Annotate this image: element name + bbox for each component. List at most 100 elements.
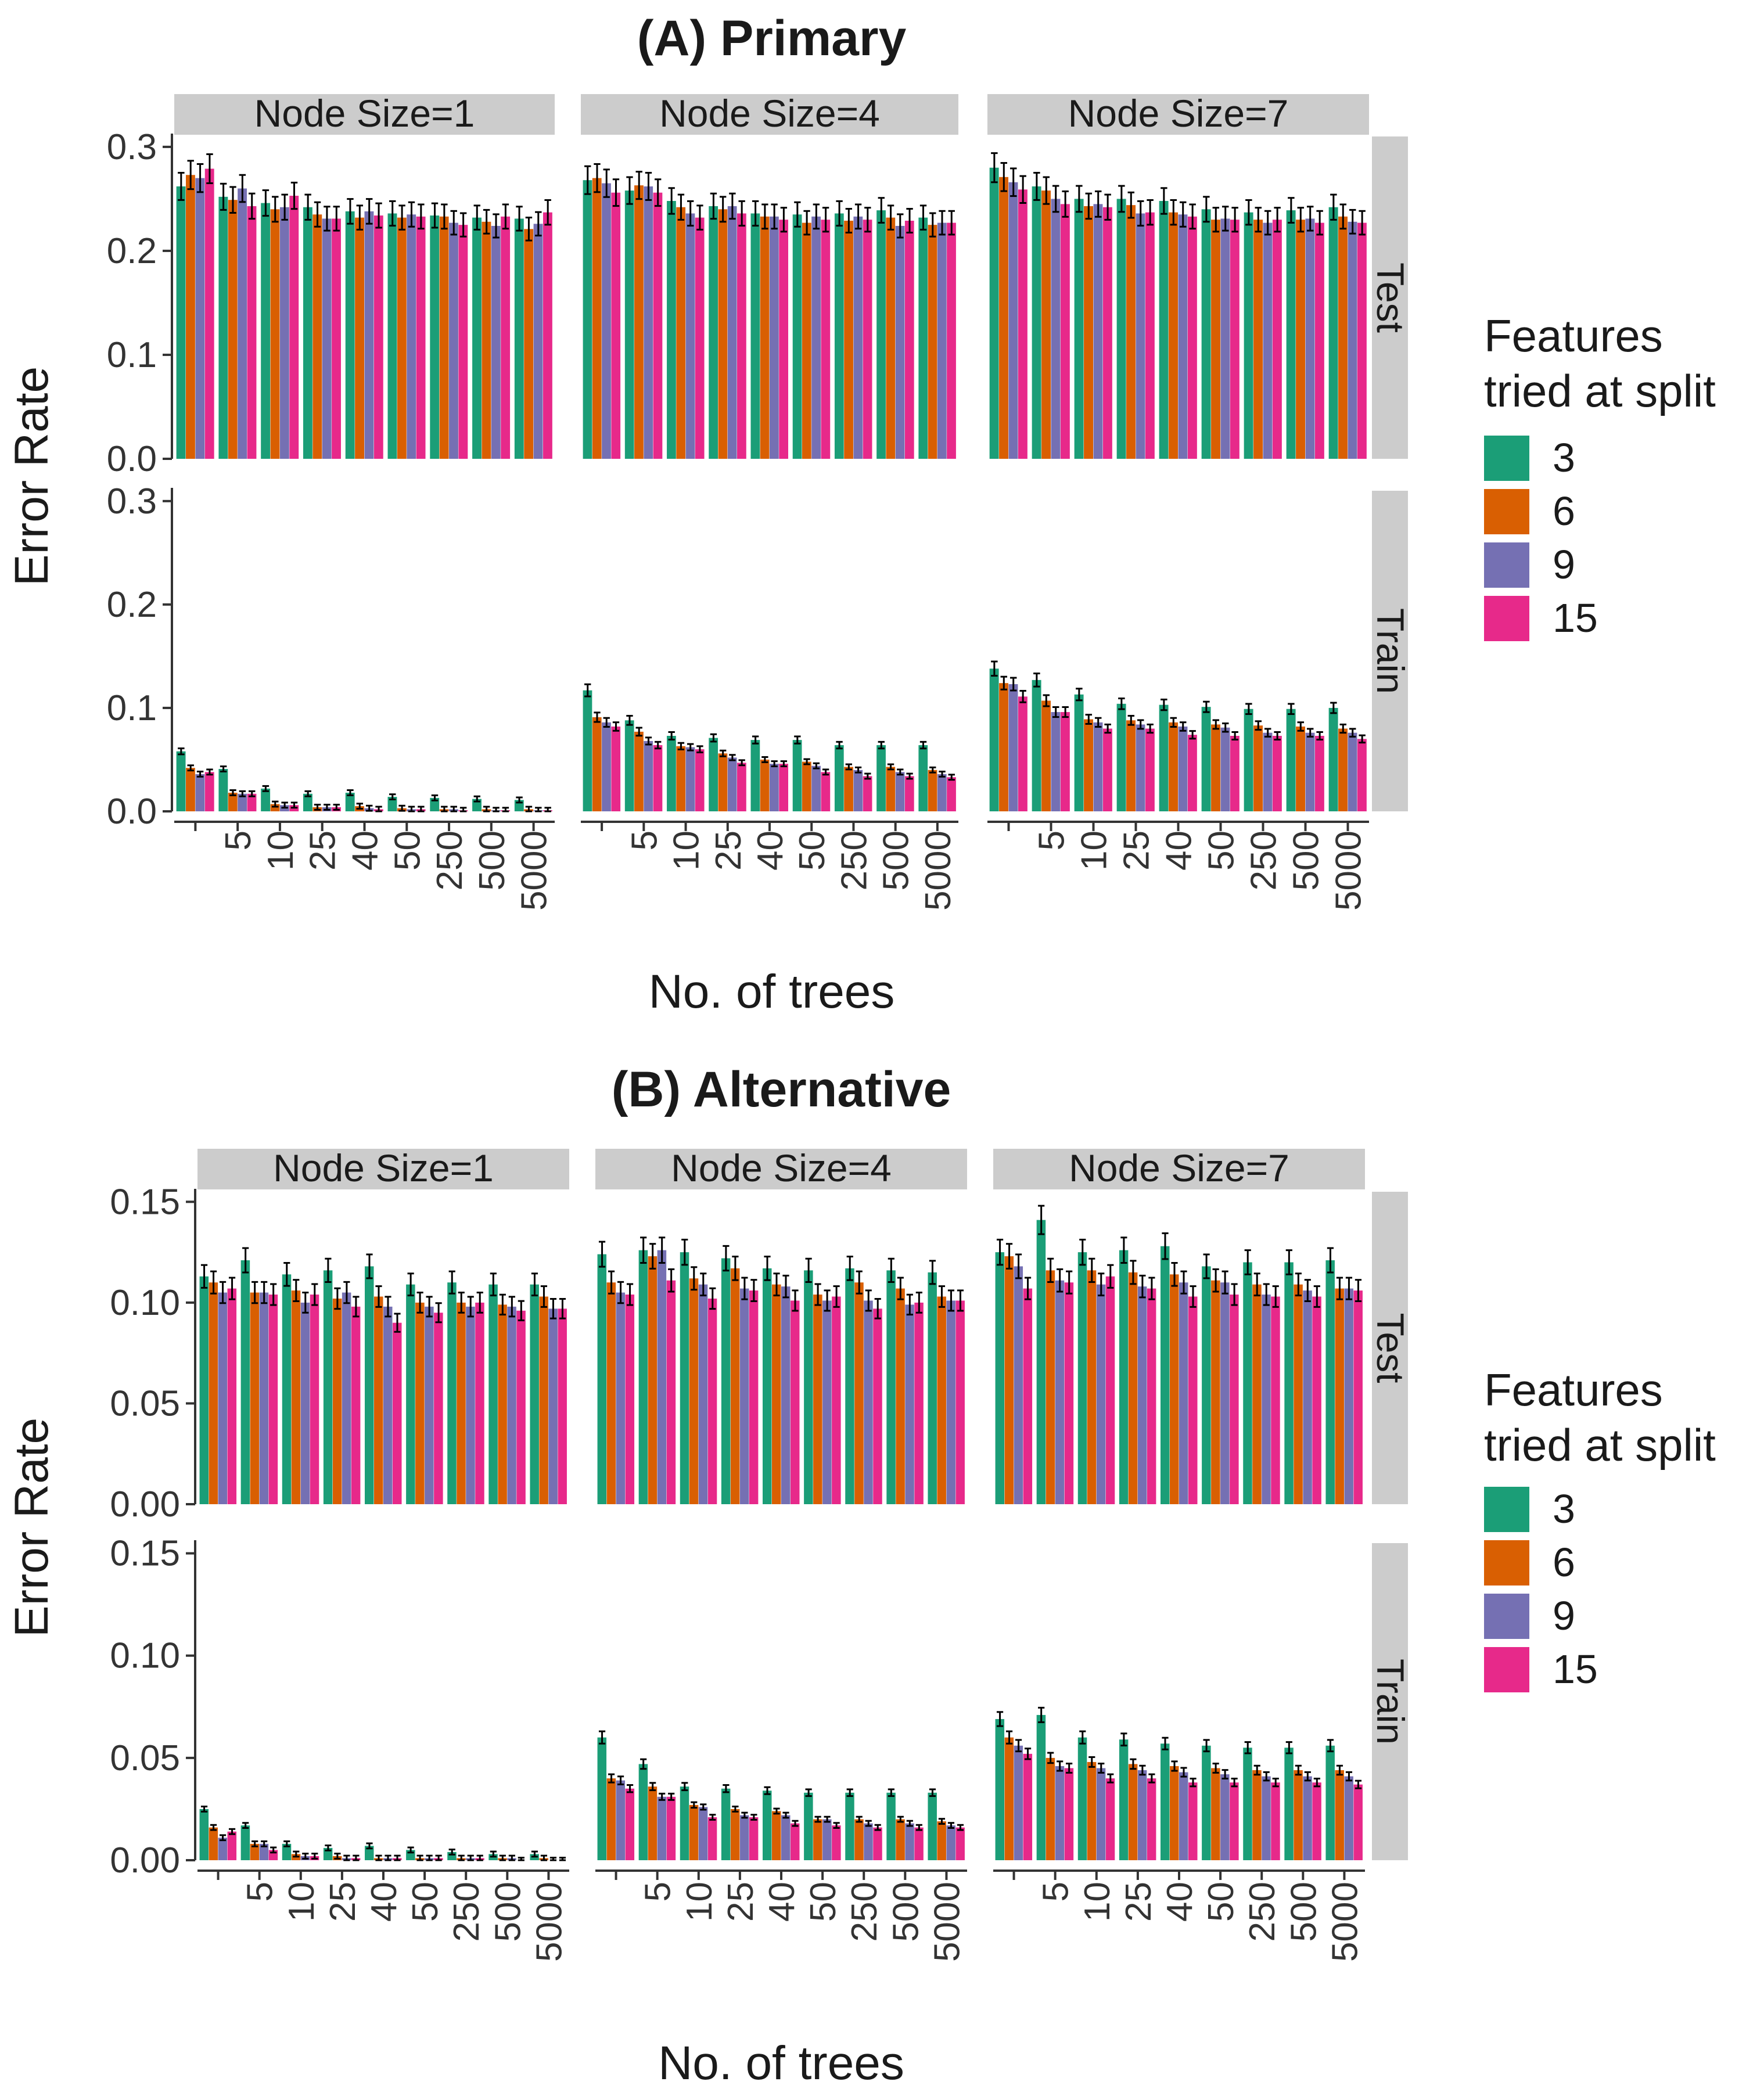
- bar: [821, 220, 831, 459]
- x-tick-label: 25: [721, 1882, 761, 1922]
- bar: [1357, 222, 1367, 459]
- bar: [1335, 1770, 1344, 1860]
- bar: [832, 1825, 841, 1860]
- bar: [300, 1302, 310, 1504]
- x-tick-label: 10: [1077, 1882, 1118, 1922]
- bar: [1137, 1286, 1147, 1504]
- bar: [844, 767, 853, 811]
- y-axis-title: Error Rate: [5, 1418, 58, 1637]
- bar: [186, 768, 195, 811]
- bar: [261, 203, 271, 459]
- bar: [558, 1308, 567, 1504]
- bar: [524, 229, 534, 459]
- legend-label: 9: [1553, 542, 1575, 587]
- bar: [247, 206, 257, 459]
- bar: [303, 207, 312, 459]
- bar: [1335, 1288, 1344, 1504]
- bar: [914, 1827, 924, 1860]
- bar: [415, 1302, 425, 1504]
- bar: [1325, 1260, 1335, 1504]
- bar: [592, 178, 602, 459]
- bar: [303, 793, 312, 811]
- bar: [1093, 204, 1103, 459]
- bar: [804, 1792, 813, 1860]
- bar: [770, 216, 779, 459]
- bar: [1119, 1250, 1129, 1504]
- facet-strip: [987, 94, 1369, 135]
- bar: [1004, 1256, 1014, 1504]
- bar: [1036, 1220, 1046, 1504]
- legend-title: Features: [1484, 310, 1663, 361]
- y-tick-label: 0.3: [107, 127, 157, 167]
- legend-label: 6: [1553, 488, 1575, 534]
- bar: [886, 1792, 896, 1860]
- bar: [1220, 1282, 1230, 1504]
- bar: [947, 777, 956, 811]
- x-tick-label: 250: [430, 831, 470, 890]
- bar: [955, 1300, 965, 1504]
- bar: [1096, 1768, 1106, 1860]
- bar: [876, 745, 886, 811]
- legend-label: 15: [1553, 595, 1598, 641]
- bar: [770, 764, 779, 811]
- bar: [644, 740, 653, 811]
- bar: [822, 1819, 832, 1860]
- bar: [625, 1295, 635, 1504]
- bar: [1084, 206, 1093, 459]
- bar: [323, 1270, 333, 1504]
- bar: [854, 1282, 864, 1504]
- legend-swatch: [1484, 596, 1529, 641]
- facet-strip-label: Node Size=4: [659, 92, 880, 135]
- bar: [1116, 199, 1126, 459]
- bar: [270, 209, 280, 459]
- bar: [447, 1282, 457, 1504]
- bar: [1202, 1266, 1211, 1504]
- bar: [918, 217, 928, 459]
- bar: [999, 177, 1008, 459]
- bar: [896, 1819, 905, 1860]
- bar: [730, 1809, 740, 1860]
- legend-label: 6: [1553, 1540, 1575, 1585]
- y-tick-label: 0.15: [110, 1182, 180, 1222]
- x-tick-label: 500: [886, 1882, 926, 1942]
- x-tick-label: 5: [218, 831, 258, 850]
- bar: [937, 222, 947, 459]
- bar: [199, 1809, 209, 1860]
- bar: [695, 217, 705, 459]
- bar: [1032, 186, 1041, 459]
- bar: [332, 1298, 342, 1504]
- bar: [1008, 182, 1018, 459]
- facet-strip: [581, 94, 958, 135]
- bar: [1008, 684, 1018, 811]
- bar: [727, 757, 737, 811]
- row-strip: [1372, 1543, 1408, 1860]
- bar: [730, 1268, 740, 1504]
- bar: [1325, 1745, 1335, 1860]
- bar: [1220, 218, 1230, 459]
- bar: [1303, 1290, 1312, 1504]
- bar: [458, 225, 468, 459]
- bar: [914, 1302, 924, 1504]
- bar: [1262, 1776, 1271, 1860]
- bar: [1263, 732, 1273, 811]
- bar: [995, 1252, 1005, 1504]
- bar: [259, 1843, 269, 1860]
- bar: [1055, 1766, 1065, 1860]
- bar: [449, 222, 458, 459]
- x-tick-label: 50: [803, 1882, 843, 1922]
- bar: [291, 1290, 301, 1504]
- bar: [1041, 700, 1051, 811]
- bar: [397, 217, 407, 459]
- bar: [772, 1811, 781, 1860]
- bar: [1271, 1296, 1280, 1504]
- bar: [289, 196, 299, 459]
- bar: [698, 1807, 708, 1860]
- bar: [611, 726, 621, 811]
- bar: [749, 1817, 759, 1860]
- bar: [886, 217, 896, 459]
- bar: [1128, 1764, 1138, 1860]
- x-tick-label: 10: [282, 1882, 322, 1922]
- bar: [1296, 220, 1305, 459]
- bar: [1252, 1284, 1262, 1504]
- bar: [1314, 736, 1324, 811]
